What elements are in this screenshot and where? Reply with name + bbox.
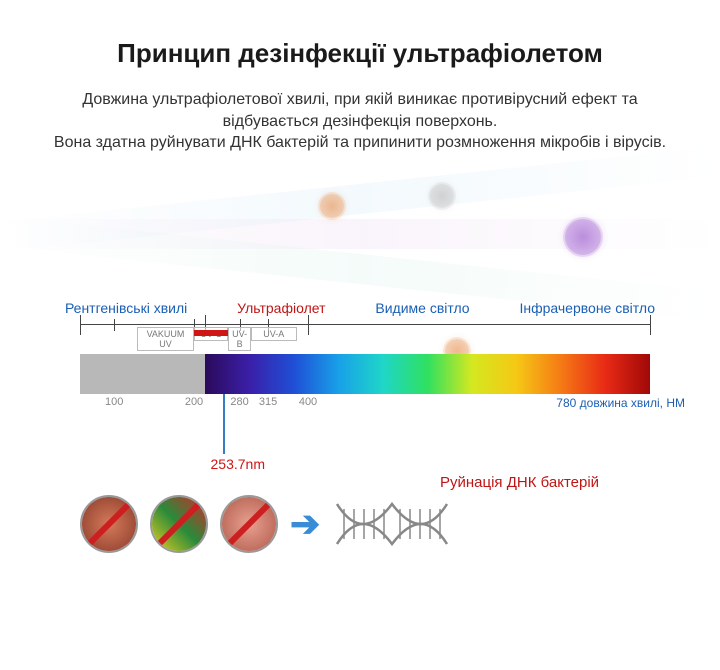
band-label: Видиме світло bbox=[375, 300, 469, 316]
bottom-row: ➔ bbox=[80, 494, 452, 554]
spectrum-bar bbox=[80, 354, 650, 394]
uv-pointer-line bbox=[223, 394, 225, 454]
band-label: Інфрачервоне світло bbox=[519, 300, 655, 316]
end-wavelength-label: 780 довжина хвилі, НМ bbox=[556, 396, 685, 410]
wavelength-tick-label: 315 bbox=[259, 396, 277, 408]
light-rays-decor bbox=[0, 164, 720, 344]
uv-subband-label: VAKUUM UV bbox=[137, 327, 194, 351]
destroyed-microbe-icon bbox=[220, 495, 278, 553]
destroyed-microbe-icon bbox=[80, 495, 138, 553]
band-label: Рентгенівські хвилі bbox=[65, 300, 187, 316]
dna-destruction-label: Руйнація ДНК бактерій bbox=[440, 474, 599, 491]
band-label: Ультрафіолет bbox=[237, 300, 325, 316]
end-wavelength-unit: довжина хвилі, НМ bbox=[580, 396, 685, 410]
virus-icon bbox=[565, 219, 601, 255]
uv-c-marker bbox=[194, 330, 228, 336]
uv-pointer-value: 253.7nm bbox=[211, 456, 265, 472]
page-subtitle: Довжина ультрафіолетової хвилі, при якій… bbox=[0, 69, 720, 154]
axis: VAKUUM UVUV-CUV-BUV-A bbox=[80, 324, 650, 352]
virus-icon bbox=[430, 184, 454, 208]
band-labels-row: Рентгенівські хвилі Ультрафіолет Видиме св… bbox=[0, 300, 720, 316]
wavelength-tick-label: 200 bbox=[185, 396, 203, 408]
uv-subband-label: UV-B bbox=[228, 327, 251, 351]
arrow-icon: ➔ bbox=[290, 503, 320, 545]
destroyed-microbe-icon bbox=[150, 495, 208, 553]
uv-subband-label: UV-A bbox=[251, 327, 297, 341]
dna-helix-icon bbox=[332, 494, 452, 554]
wavelength-tick-label: 400 bbox=[299, 396, 317, 408]
spectrum-diagram: Рентгенівські хвилі Ультрафіолет Видиме св… bbox=[0, 164, 720, 584]
virus-icon bbox=[320, 194, 344, 218]
wavelength-tick-label: 100 bbox=[105, 396, 123, 408]
wavelength-tick-label: 280 bbox=[230, 396, 248, 408]
page-title: Принцип дезінфекції ультрафіолетом bbox=[0, 0, 720, 69]
end-wavelength-value: 780 bbox=[556, 396, 576, 410]
